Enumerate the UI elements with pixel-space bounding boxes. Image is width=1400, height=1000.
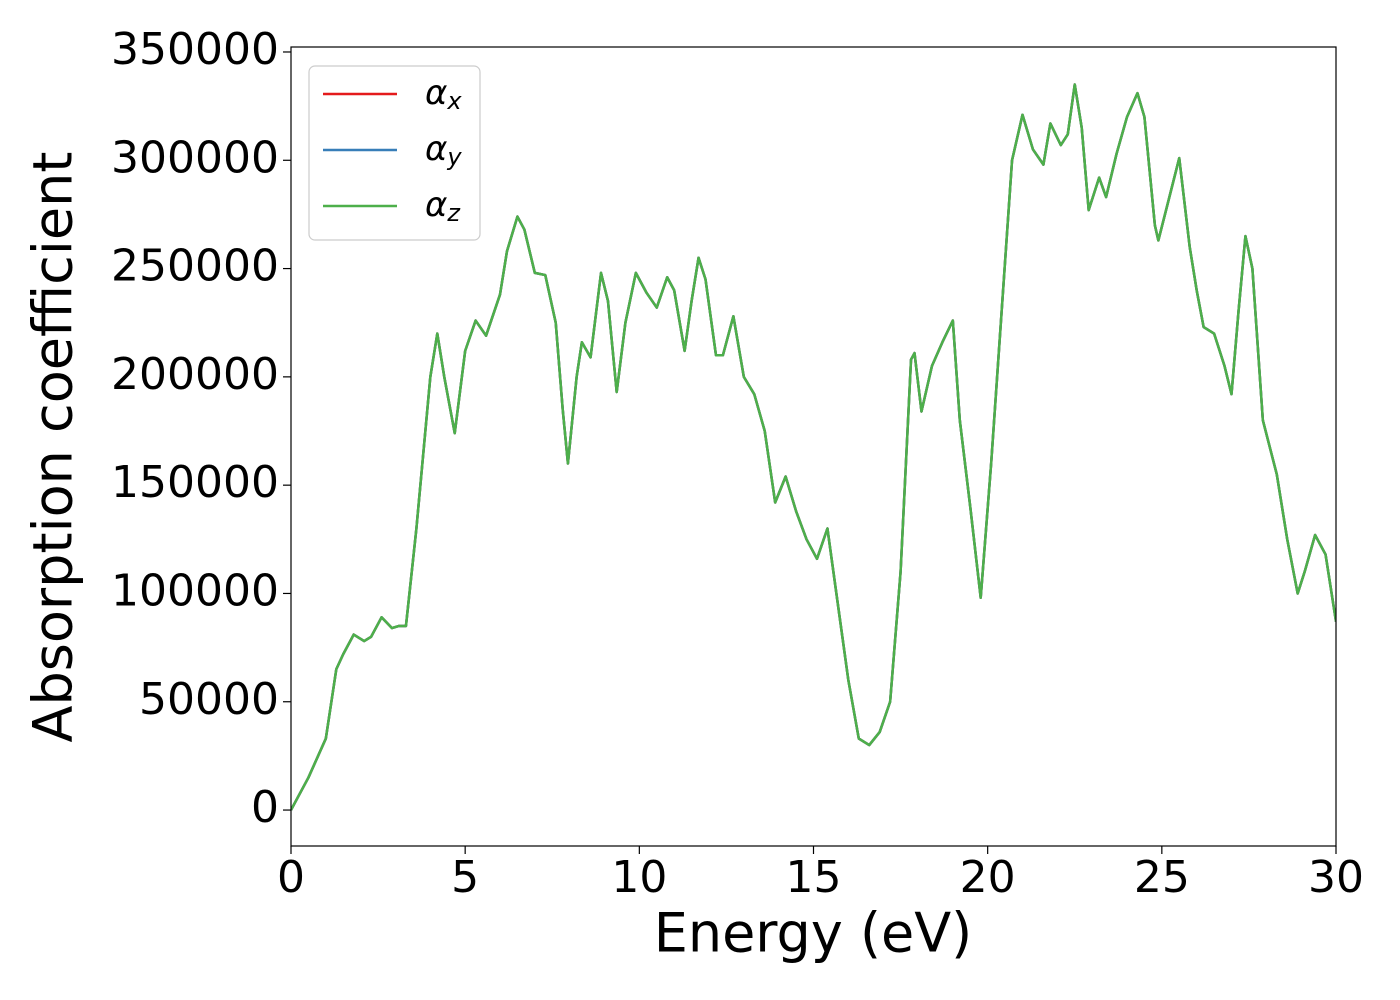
x-tick-label: 20 — [960, 852, 1016, 903]
x-axis-label: Energy (eV) — [654, 902, 973, 965]
x-tick-label: 15 — [786, 852, 842, 903]
x-tick-label: 5 — [451, 852, 479, 903]
series-line — [291, 83, 1336, 811]
y-tick-label: 100000 — [111, 565, 279, 616]
x-tick-label: 10 — [611, 852, 667, 903]
legend-label: αx — [425, 73, 462, 116]
y-tick-label: 250000 — [111, 241, 279, 292]
plot-frame — [290, 46, 1337, 847]
y-tick-label: 350000 — [111, 24, 279, 75]
y-axis-label: Absorption coefficient — [22, 152, 85, 743]
legend-box — [308, 65, 481, 241]
y-tick-label: 50000 — [139, 674, 279, 725]
legend-label: αy — [425, 129, 462, 172]
y-tick-label: 0 — [251, 782, 279, 833]
x-tick-label: 30 — [1308, 852, 1364, 903]
x-tick-label: 25 — [1134, 852, 1190, 903]
y-tick-label: 300000 — [111, 132, 279, 183]
legend-label: αz — [425, 185, 461, 228]
x-tick-label: 0 — [277, 852, 305, 903]
y-tick-label: 150000 — [111, 457, 279, 508]
y-tick-label: 200000 — [111, 349, 279, 400]
